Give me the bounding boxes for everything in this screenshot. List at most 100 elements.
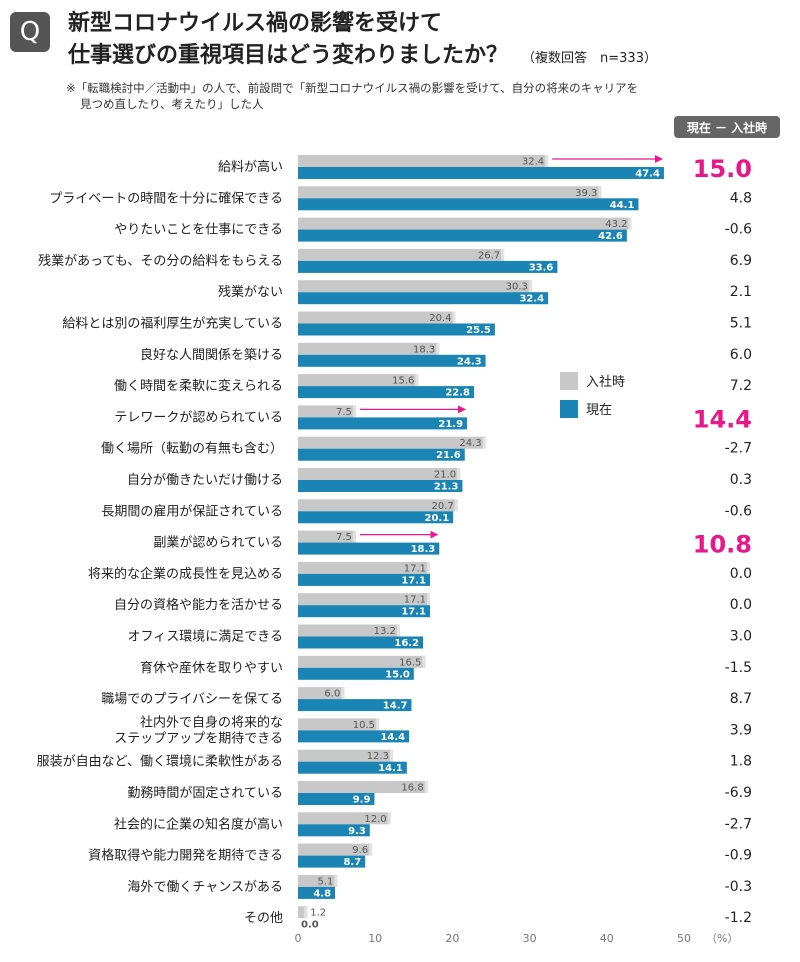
value-label-now: 21.6 [436, 450, 461, 461]
category-labels-layer: 給料が高いプライベートの時間を十分に確保できるやりたいことを仕事にできる残業があ… [37, 159, 283, 926]
value-label-now: 21.3 [434, 482, 459, 493]
bar-now [298, 292, 549, 305]
bar-before [298, 874, 338, 887]
category-label: 職場でのプライバシーを保てる [101, 692, 283, 707]
bar-before-edge [628, 217, 632, 230]
category-label: その他 [244, 911, 283, 926]
value-label-now: 17.1 [401, 575, 426, 586]
bar-before-edge [598, 186, 602, 199]
bar-before-edge [396, 624, 400, 637]
title-line-2: 仕事選びの重視項目はどう変わりましたか？ （複数回答 n=333） [68, 40, 657, 75]
value-label-before: 7.5 [336, 407, 352, 418]
category-label: 将来的な企業の成長性を見込める [88, 566, 283, 582]
difference-value: 8.7 [730, 691, 752, 707]
bar-now [298, 386, 475, 399]
bar-now [298, 480, 463, 492]
bar-before-edge [341, 687, 345, 700]
difference-value: 3.9 [730, 722, 752, 738]
value-label-now: 21.9 [438, 419, 463, 430]
category-label: やりたいことを仕事にできる [114, 223, 283, 238]
bar-now [298, 761, 407, 774]
category-label-line: 社内外で自身の将来的な [140, 714, 283, 730]
category-label: 社内外で自身の将来的なステップアップを期待できる [114, 714, 283, 746]
bar-before [298, 843, 373, 856]
value-label-before: 12.3 [367, 751, 389, 762]
bar-now [298, 636, 424, 649]
difference-value: 6.9 [730, 253, 752, 269]
bar-before [298, 593, 431, 606]
value-label-before: 18.3 [413, 344, 435, 355]
category-label: 服装が自由など、働く環境に柔軟性がある [37, 754, 283, 770]
difference-values-layer: 15.0 4.8 -0.6 6.9 2.1 5.1 6.0 7.2 14.4 -2.7 0.3 -0.… [693, 155, 752, 926]
value-label-now: 14.7 [383, 701, 408, 712]
value-label-now: 16.2 [394, 638, 419, 649]
bar-now [298, 511, 454, 524]
difference-value: 15.0 [693, 155, 752, 183]
bar-before-edge [482, 436, 486, 449]
difference-value: -2.7 [725, 816, 752, 832]
x-axis-unit: （%） [706, 932, 738, 945]
category-label: 働く場所（転勤の有無も含む） [101, 441, 283, 457]
bar-before-edge [415, 374, 419, 387]
value-label-before: 43.2 [605, 219, 627, 230]
difference-value: -1.5 [725, 660, 752, 676]
page-title: 新型コロナウイルス禍の影響を受けて 仕事選びの重視項目はどう変わりましたか？ （複… [68, 8, 657, 75]
difference-value: -0.9 [725, 848, 752, 864]
bar-now [298, 417, 468, 430]
value-label-before: 9.6 [352, 845, 368, 856]
bar-before [298, 217, 632, 230]
value-label-now: 4.8 [313, 888, 331, 899]
bar-now [298, 448, 465, 461]
difference-value: 7.2 [730, 378, 752, 394]
value-label-before: 10.5 [353, 720, 375, 731]
bar-before-edge [427, 561, 431, 574]
bar-now [298, 886, 336, 899]
value-label-now: 47.4 [635, 169, 660, 180]
bar-before-edge [387, 812, 391, 825]
bar-before [298, 342, 440, 355]
bar-before-edge [422, 655, 426, 668]
value-label-now: 22.8 [445, 388, 470, 399]
value-label-now: 25.5 [466, 325, 491, 336]
category-label: 長期間の雇用が保証されている [101, 503, 283, 519]
value-label-before: 20.7 [432, 501, 454, 512]
value-label-before: 20.4 [429, 313, 451, 324]
note-line-1: ※「転職検討中／活動中」の人で、前設問で「新型コロナウイルス禍の影響を受けて、自… [66, 81, 639, 95]
bar-before-edge [436, 342, 440, 355]
bar-before [298, 436, 486, 449]
category-label: 給料とは別の福利厚生が充実している [62, 316, 283, 332]
category-label: 海外で働くチャンスがある [127, 880, 283, 895]
value-label-now: 32.4 [519, 294, 544, 305]
value-label-before: 13.2 [374, 626, 396, 637]
difference-column-header: 現在 － 入社時 [674, 116, 780, 138]
bar-before-edge [457, 468, 461, 480]
value-label-before: 24.3 [459, 438, 481, 449]
value-label-before: 16.5 [399, 657, 421, 668]
difference-value: 10.8 [693, 531, 752, 559]
bar-now [298, 730, 410, 743]
value-label-before: 12.0 [364, 814, 386, 825]
category-label: 自分が働きたいだけ働ける [127, 473, 283, 488]
note-line-2: 見つめ直したり、考えたり」した人 [80, 97, 264, 111]
category-label: オフィス環境に満足できる [128, 630, 283, 645]
bar-before-edge [352, 405, 356, 418]
category-label: 勤務時間が固定されている [127, 786, 283, 801]
bar-before [298, 499, 458, 512]
bar-before-edge [427, 593, 431, 606]
value-label-now: 9.9 [353, 795, 371, 806]
x-axis: 0 10 20 30 40 50 （%） [295, 932, 739, 945]
x-tick-label: 20 [445, 932, 459, 945]
value-label-before: 32.4 [522, 157, 544, 168]
bar-before-edge [501, 248, 505, 261]
bar-before [298, 186, 602, 199]
value-label-now: 42.6 [598, 231, 623, 242]
difference-value: 0.3 [730, 472, 752, 488]
difference-value: 6.0 [730, 347, 752, 363]
bar-before [298, 561, 431, 574]
bar-before-edge [304, 906, 308, 919]
value-label-before: 26.7 [478, 250, 500, 261]
category-label: 育休や産休を取りやすい [140, 660, 283, 676]
bar-now [298, 855, 366, 868]
title-line-2-text: 仕事選びの重視項目はどう変わりましたか？ [68, 43, 509, 68]
